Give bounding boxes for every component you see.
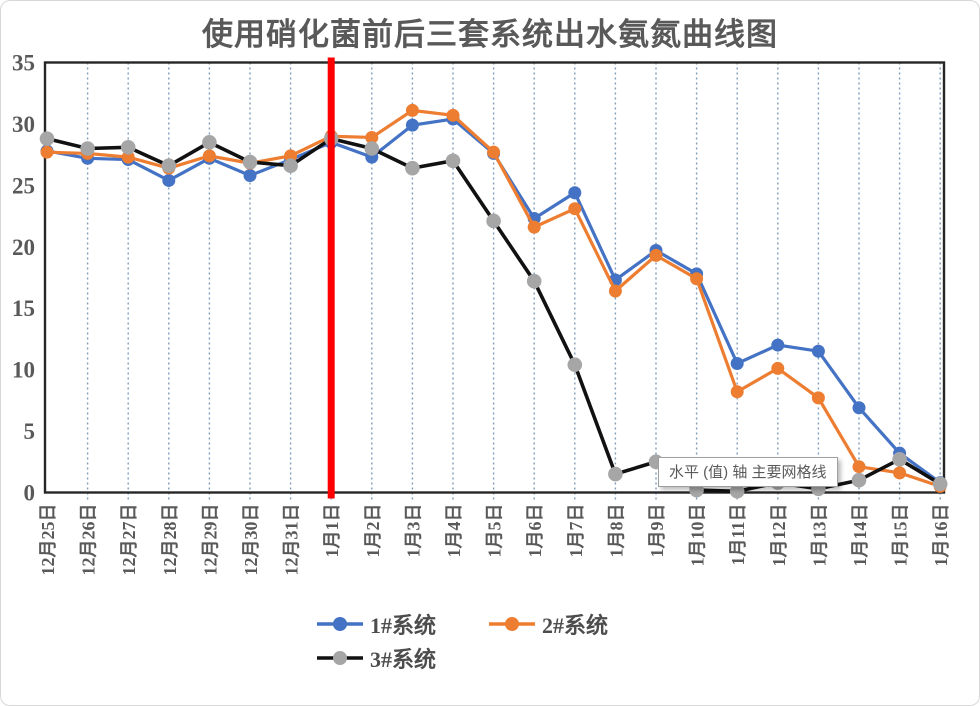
data-point[interactable] (405, 118, 419, 132)
data-point[interactable] (608, 466, 623, 482)
chart-title: 使用硝化菌前后三套系统出水氨氮曲线图 (202, 17, 778, 52)
data-point[interactable] (405, 103, 419, 117)
x-tick-label: 12月28日 (160, 504, 180, 576)
x-tick-label: 1月15日 (891, 504, 911, 567)
data-point[interactable] (771, 361, 785, 375)
data-point[interactable] (527, 220, 541, 234)
x-tick-label: 1月10日 (688, 504, 708, 567)
data-point[interactable] (405, 160, 420, 176)
data-point[interactable] (487, 145, 501, 159)
data-point[interactable] (161, 158, 177, 173)
x-tick-label: 12月25日 (38, 504, 58, 576)
x-tick-label: 1月13日 (809, 504, 829, 567)
legend-marker-icon (489, 617, 535, 631)
legend-label: 2#系统 (542, 613, 609, 638)
series-2#系统[interactable] (40, 103, 947, 493)
data-point[interactable] (568, 186, 582, 200)
data-point[interactable] (242, 154, 258, 170)
data-point[interactable] (811, 344, 825, 358)
data-point[interactable] (120, 139, 136, 155)
x-tick-label: 12月31日 (282, 504, 302, 576)
data-point[interactable] (729, 483, 745, 499)
gridline-tooltip-text: 水平 (值) 轴 主要网格线 (669, 464, 827, 481)
data-point[interactable] (283, 158, 298, 173)
legend: 1#系统 2#系统 3#系统 (1, 607, 979, 675)
legend-item-3#系统[interactable]: 3#系统 (315, 641, 487, 675)
data-point[interactable] (649, 248, 663, 262)
data-point[interactable] (568, 202, 582, 216)
data-point[interactable] (486, 213, 501, 229)
data-point[interactable] (162, 173, 176, 187)
data-point[interactable] (446, 108, 460, 122)
data-point[interactable] (121, 150, 135, 164)
data-point[interactable] (892, 452, 907, 467)
x-tick-label: 12月30日 (241, 504, 261, 576)
y-tick-label: 20 (12, 235, 35, 260)
data-point[interactable] (932, 476, 948, 492)
y-tick-label: 10 (12, 358, 35, 383)
x-tick-label: 1月1日 (322, 504, 342, 558)
y-tick-label: 35 (12, 51, 35, 76)
x-tick-label: 1月8日 (606, 504, 626, 558)
phase-divider-line[interactable] (327, 57, 335, 499)
legend-label: 3#系统 (370, 647, 437, 672)
data-point[interactable] (690, 272, 704, 286)
data-point[interactable] (730, 385, 744, 399)
data-point[interactable] (365, 130, 379, 144)
data-point[interactable] (526, 273, 542, 289)
data-point[interactable] (202, 149, 216, 163)
x-tick-label: 1月2日 (363, 504, 383, 558)
data-point[interactable] (202, 135, 217, 150)
y-tick-label: 25 (12, 173, 35, 198)
legend-marker-icon (317, 651, 363, 665)
x-tick-label: 1月4日 (444, 504, 464, 558)
legend-marker-icon (317, 617, 363, 631)
y-tick-label: 5 (24, 419, 36, 444)
legend-item-2#系统[interactable]: 2#系统 (487, 607, 659, 641)
data-point[interactable] (284, 149, 298, 163)
y-tick-label: 0 (24, 481, 36, 506)
data-point[interactable] (40, 145, 54, 159)
data-point[interactable] (364, 141, 380, 156)
data-point[interactable] (608, 284, 622, 298)
data-point[interactable] (730, 357, 744, 370)
x-tick-label: 1月7日 (566, 504, 586, 558)
legend-item-1#系统[interactable]: 1#系统 (315, 607, 487, 641)
data-point[interactable] (771, 338, 785, 352)
data-point[interactable] (852, 460, 866, 474)
x-tick-label: 1月12日 (769, 504, 789, 567)
x-tick-label: 12月29日 (200, 504, 220, 576)
gridline-tooltip: 水平 (值) 轴 主要网格线 (658, 457, 838, 487)
plot-border (43, 61, 946, 494)
x-tick-label: 1月5日 (485, 503, 505, 557)
data-point[interactable] (852, 401, 866, 415)
x-tick-label: 12月26日 (79, 504, 99, 576)
data-point[interactable] (567, 357, 583, 373)
data-point[interactable] (39, 131, 55, 146)
x-tick-label: 1月14日 (850, 504, 870, 567)
x-tick-label: 1月16日 (931, 504, 951, 567)
y-tick-label: 30 (12, 112, 35, 137)
x-tick-label: 1月11日 (728, 504, 748, 566)
data-point[interactable] (851, 472, 867, 488)
data-point[interactable] (80, 141, 95, 156)
legend-label: 1#系统 (370, 613, 437, 638)
x-tick-label: 1月6日 (525, 504, 545, 558)
x-tick-label: 1月3日 (403, 504, 423, 558)
data-point[interactable] (811, 391, 825, 405)
y-tick-label: 15 (12, 296, 35, 321)
data-point[interactable] (445, 153, 461, 169)
data-point[interactable] (243, 169, 257, 183)
x-tick-label: 1月9日 (647, 504, 667, 558)
data-point[interactable] (893, 466, 907, 480)
x-tick-label: 12月27日 (119, 504, 139, 576)
